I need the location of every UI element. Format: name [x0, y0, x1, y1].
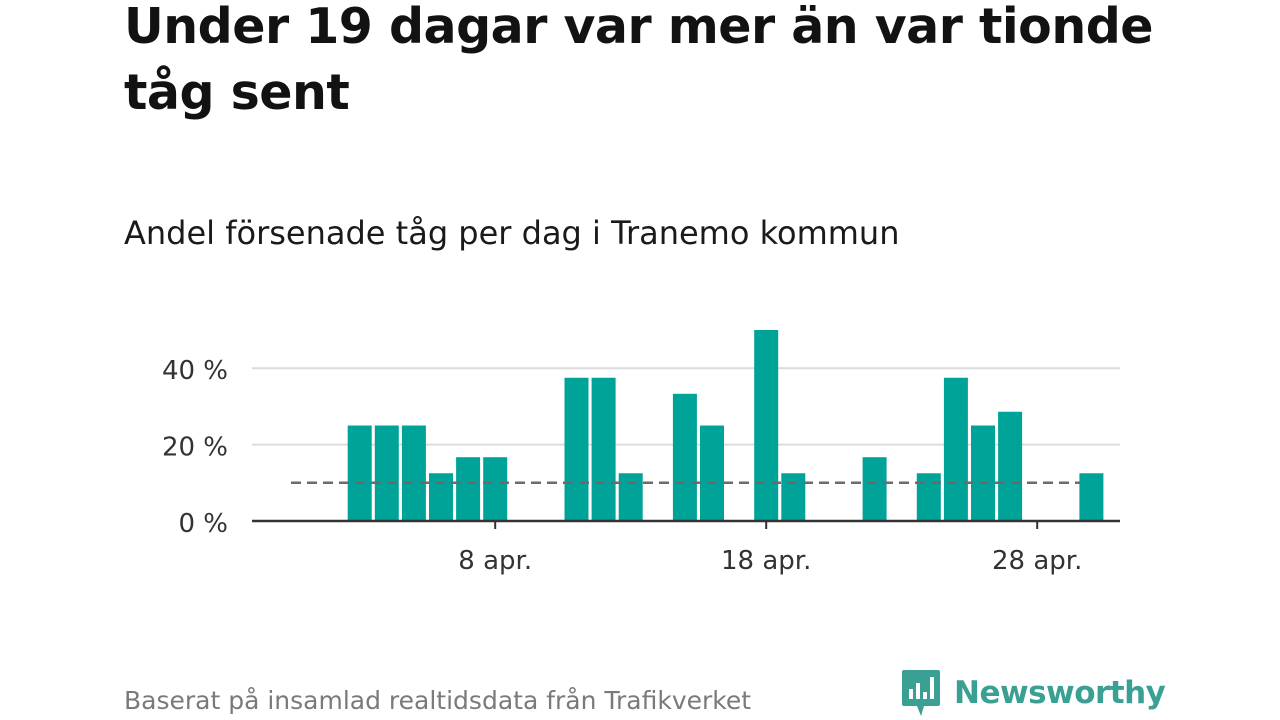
bar: [456, 457, 481, 521]
bar: [429, 473, 453, 521]
bar: [591, 377, 616, 521]
bar: [483, 457, 508, 521]
bar: [916, 473, 941, 521]
bar: [374, 425, 399, 521]
bar: [971, 425, 995, 521]
newsworthy-logo-icon: [902, 670, 940, 716]
newsworthy-logo: Newsworthy: [900, 668, 1166, 718]
chart-title: Under 19 dagar var mer än var tionde tåg…: [124, 0, 1154, 121]
bar: [943, 377, 968, 521]
x-tick-label: 18 apr.: [721, 546, 811, 576]
bar: [862, 457, 887, 521]
bar: [998, 411, 1023, 521]
bar: [1079, 473, 1104, 521]
source-note: Baserat på insamlad realtidsdata från Tr…: [124, 686, 752, 715]
y-tick-label: 40 %: [162, 356, 228, 386]
x-tick-label: 28 apr.: [992, 546, 1082, 576]
y-tick-label: 0 %: [178, 509, 228, 539]
brand-name: Newsworthy: [954, 675, 1166, 711]
bar: [401, 425, 426, 521]
x-tick-label: 8 apr.: [458, 546, 532, 576]
bar: [564, 377, 589, 521]
bar: [700, 425, 724, 521]
y-tick-label: 20 %: [162, 433, 228, 463]
chart-subtitle: Andel försenade tåg per dag i Tranemo ko…: [124, 214, 900, 252]
bar: [672, 393, 697, 521]
bar: [618, 473, 643, 521]
bar: [781, 473, 806, 521]
bar: [754, 330, 779, 521]
bar: [347, 425, 372, 521]
